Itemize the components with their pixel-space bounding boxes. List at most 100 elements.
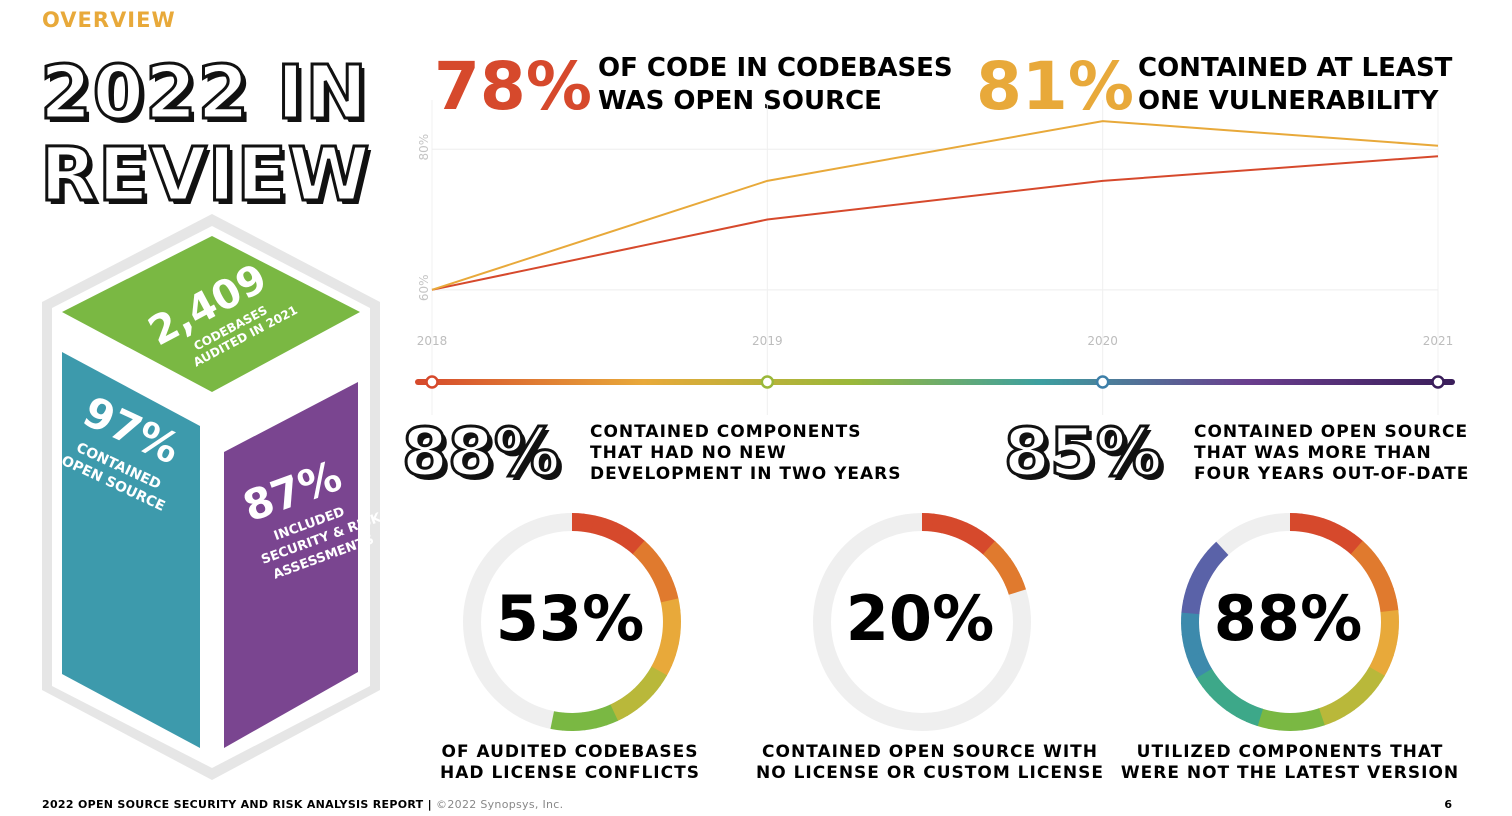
donut-arc-segment <box>995 557 1017 578</box>
stat-no-development-text-2: THAT HAD NO NEW <box>590 443 787 463</box>
donut-arc-segment <box>1299 513 1314 534</box>
donut-arc-segment <box>982 540 1004 562</box>
x-tick-label: 2021 <box>1423 334 1454 348</box>
timeline-marker <box>1095 375 1110 389</box>
donut-arc-segment <box>1308 708 1325 729</box>
donut-no-license-value: 20% <box>845 582 995 655</box>
cube-top-face <box>62 236 360 392</box>
donut-arc-segment <box>1005 577 1027 595</box>
donut-arc-segment <box>1226 695 1246 718</box>
series-line-1 <box>431 120 1439 291</box>
donut-arc-segment <box>1200 549 1222 571</box>
donut-arc-segment <box>1308 515 1325 536</box>
donut-arc-segment <box>625 688 647 710</box>
cube-right-face <box>224 382 358 748</box>
trend-line-chart: 2018 2019 2020 2021 60% 80% <box>415 100 1455 415</box>
donut-arc-segment <box>1194 558 1216 579</box>
donut-not-latest-value: 88% <box>1213 582 1363 655</box>
donut-arc-segment <box>1368 567 1390 586</box>
donut-license-conflicts-caption-1: OF AUDITED CODEBASES <box>441 742 699 762</box>
stat-open-source-value: 78% <box>434 48 592 125</box>
page-title-line1: 2022 IN <box>39 50 369 136</box>
donut-arc-segment <box>1368 658 1390 677</box>
donut-arc-segment <box>1350 682 1372 704</box>
stat-out-of-date-text-3: FOUR YEARS OUT-OF-DATE <box>1194 464 1470 484</box>
donut-arc-segment <box>967 527 987 550</box>
donut-arc-segment <box>1357 674 1379 696</box>
donut-arc-segment <box>625 533 646 555</box>
donut-arc-segment <box>921 513 935 532</box>
donut-arc-segment <box>975 533 996 556</box>
donut-license-conflicts <box>463 513 682 731</box>
donut-arc-segment <box>1207 541 1229 563</box>
donut-arc-segment <box>1343 688 1364 711</box>
donut-arc-segment <box>1267 711 1282 731</box>
stat-no-development-value: 88% <box>401 414 562 491</box>
stat-no-development-text-3: DEVELOPMENT IN TWO YEARS <box>590 464 902 484</box>
timeline-bar <box>415 379 1455 385</box>
donut-arc-segment <box>572 712 586 731</box>
donut-arc-segment <box>1289 513 1303 532</box>
donut-arc-segment <box>590 515 607 536</box>
stat-vulnerability-value: 81% <box>976 48 1134 125</box>
timeline-marker <box>1431 375 1445 389</box>
donut-arc-segment <box>633 681 655 703</box>
donut-arc-segment <box>1245 705 1264 727</box>
donut-no-license-caption-2: NO LICENSE OR CUSTOM LICENSE <box>755 763 1105 783</box>
x-tick-label: 2020 <box>1087 334 1118 348</box>
section-label: OVERVIEW <box>42 8 176 32</box>
donut-arc-segment <box>617 694 638 717</box>
stat-open-source-text-2: WAS OPEN SOURCE <box>598 86 882 116</box>
donut-arc-segment <box>958 522 978 544</box>
donut-arc-segment <box>609 699 629 722</box>
donut-arc-segment <box>1350 540 1372 562</box>
donut-no-license-caption-1: CONTAINED OPEN SOURCE WITH <box>762 742 1098 762</box>
donut-not-latest-caption-2: WERE NOT THE LATEST VERSION <box>1120 763 1460 783</box>
donut-arc-segment <box>1235 700 1255 723</box>
page-number: 6 <box>1444 798 1452 811</box>
donut-arc-segment <box>1363 557 1385 578</box>
stat-out-of-date-value: 85% <box>1003 414 1164 491</box>
donut-arc-segment <box>639 674 662 695</box>
donut-arc-segment <box>1299 710 1314 731</box>
donut-arc-segment <box>650 566 672 586</box>
donut-arc-segment <box>1256 708 1273 729</box>
donut-arc-segment <box>989 549 1011 570</box>
donut-arc-segment <box>591 707 608 729</box>
donut-arc-segment <box>645 557 667 577</box>
donut-arc-segment <box>645 666 668 686</box>
x-tick-label: 2018 <box>417 334 448 348</box>
donut-arc-segment <box>1357 548 1379 570</box>
y-tick-label: 80% <box>417 134 431 161</box>
page-title-line2: REVIEW <box>39 132 372 218</box>
donut-arc-segment <box>632 540 654 562</box>
donut-arc-segment <box>1343 533 1364 555</box>
donut-arc-segment <box>950 518 968 540</box>
donut-arc-segment <box>931 513 946 534</box>
stat-no-development-text-1: CONTAINED COMPONENTS <box>590 422 862 442</box>
donut-arc-segment <box>599 518 618 540</box>
donut-arc-segment <box>1335 527 1355 549</box>
timeline-marker <box>760 375 775 389</box>
donut-arc-segment <box>582 710 597 731</box>
donut-arc-segment <box>1290 712 1303 731</box>
footer-separator: | <box>423 798 437 811</box>
donut-arc-segment <box>608 522 628 544</box>
y-tick-label: 60% <box>417 274 431 301</box>
stat-vulnerability-text-1: CONTAINED AT LEAST <box>1138 53 1453 83</box>
donut-arc-segment <box>639 548 661 569</box>
donut-not-latest <box>1181 513 1399 731</box>
donut-arc-segment <box>550 711 565 731</box>
donut-arc-segment <box>571 513 585 532</box>
series-line-0 <box>431 155 1439 291</box>
donut-arc-segment <box>1326 700 1346 722</box>
donut-arc-segment <box>600 704 619 726</box>
donut-arc-segment <box>1202 675 1224 697</box>
donut-arc-segment <box>1000 567 1023 586</box>
donut-arc-segment <box>650 657 673 677</box>
donut-no-license <box>813 513 1031 731</box>
donut-arc-segment <box>1318 704 1336 726</box>
footer-copyright: ©2022 Synopsys, Inc. <box>436 798 564 811</box>
donut-arc-segment <box>617 527 637 549</box>
donut-arc-segment <box>1278 712 1292 731</box>
